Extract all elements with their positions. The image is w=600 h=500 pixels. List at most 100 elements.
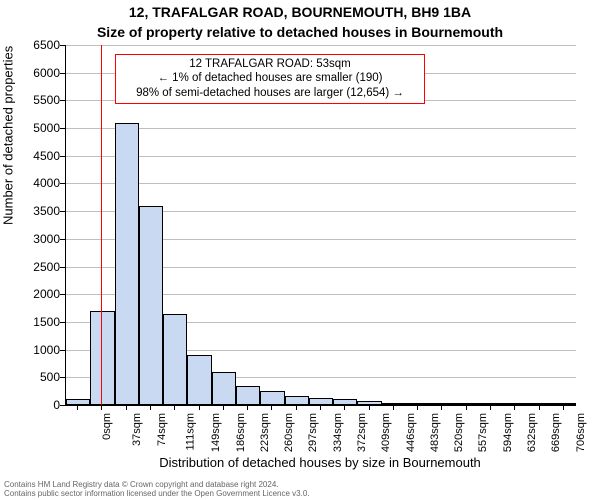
y-tick-mark [60,294,65,295]
x-tick-mark [441,405,442,410]
y-tick-mark [60,128,65,129]
histogram-bar [406,403,430,405]
x-tick-mark [223,405,224,410]
x-tick-mark [199,405,200,410]
info-box: 12 TRAFALGAR ROAD: 53sqm ← 1% of detache… [115,54,425,104]
histogram-bar [552,403,576,405]
y-tick-mark [60,377,65,378]
x-tick-label: 334sqm [332,413,344,452]
x-tick-label: 223sqm [259,413,271,452]
footer-line-2: Contains public sector information licen… [4,489,310,498]
x-tick-label: 0sqm [101,413,113,440]
y-tick-label: 2500 [10,260,60,274]
x-tick-label: 594sqm [502,413,514,452]
x-tick-mark [320,405,321,410]
histogram-bar [139,206,163,405]
x-tick-mark [271,405,272,410]
y-tick-mark [60,405,65,406]
info-box-line-2: ← 1% of detached houses are smaller (190… [120,71,420,85]
x-tick-mark [247,405,248,410]
x-tick-mark [174,405,175,410]
x-tick-label: 297sqm [308,413,320,452]
y-tick-label: 4500 [10,149,60,163]
x-tick-label: 149sqm [210,413,222,452]
info-box-line-3: 98% of semi-detached houses are larger (… [120,86,420,100]
histogram-bar [236,386,260,405]
x-tick-label: 409sqm [380,413,392,452]
x-tick-label: 557sqm [478,413,490,452]
y-tick-label: 6000 [10,66,60,80]
histogram-bar [163,314,187,405]
info-box-line-1: 12 TRAFALGAR ROAD: 53sqm [120,57,420,71]
y-tick-mark [60,45,65,46]
histogram-bar [285,396,309,405]
y-tick-label: 0 [10,398,60,412]
footer-line-1: Contains HM Land Registry data © Crown c… [4,480,310,489]
histogram-bar [66,399,90,405]
x-tick-label: 632sqm [526,413,538,452]
y-tick-label: 3000 [10,232,60,246]
x-tick-label: 260sqm [283,413,295,452]
histogram-bar [503,403,527,405]
x-tick-mark [393,405,394,410]
histogram-bar [357,401,381,405]
y-tick-mark [60,239,65,240]
x-tick-mark [563,405,564,410]
histogram-bar [333,399,357,405]
x-tick-mark [514,405,515,410]
x-tick-label: 74sqm [156,413,168,446]
y-tick-mark [60,100,65,101]
x-tick-mark [369,405,370,410]
histogram-bar [212,372,236,405]
y-tick-label: 2000 [10,287,60,301]
x-tick-mark [126,405,127,410]
x-tick-label: 372sqm [356,413,368,452]
x-tick-mark [417,405,418,410]
y-tick-mark [60,267,65,268]
y-tick-mark [60,73,65,74]
y-tick-label: 5500 [10,93,60,107]
histogram-bar [430,403,454,405]
y-tick-label: 5000 [10,121,60,135]
footer: Contains HM Land Registry data © Crown c… [4,480,310,498]
histogram-bar [455,403,479,405]
chart-title: 12, TRAFALGAR ROAD, BOURNEMOUTH, BH9 1BA [0,4,600,20]
x-tick-mark [490,405,491,410]
y-tick-mark [60,322,65,323]
x-tick-mark [296,405,297,410]
x-tick-mark [77,405,78,410]
x-axis-label: Distribution of detached houses by size … [65,455,575,470]
y-tick-mark [60,211,65,212]
y-tick-label: 3500 [10,204,60,218]
x-tick-mark [150,405,151,410]
histogram-bar [382,403,406,405]
reference-line [101,45,102,405]
chart-container: { "title": { "main": "12, TRAFALGAR ROAD… [0,0,600,500]
y-tick-label: 1000 [10,343,60,357]
y-tick-label: 1500 [10,315,60,329]
y-tick-label: 4000 [10,176,60,190]
y-tick-mark [60,350,65,351]
x-tick-label: 186sqm [235,413,247,452]
x-tick-label: 483sqm [429,413,441,452]
x-tick-label: 520sqm [453,413,465,452]
x-tick-label: 446sqm [405,413,417,452]
histogram-bar [90,311,114,405]
y-tick-mark [60,183,65,184]
histogram-bar [115,123,139,405]
histogram-bar [309,398,333,405]
x-tick-label: 706sqm [575,413,587,452]
x-tick-mark [466,405,467,410]
x-tick-label: 37sqm [131,413,143,446]
y-tick-mark [60,156,65,157]
chart-subtitle: Size of property relative to detached ho… [0,24,600,40]
histogram-bar [187,355,211,405]
y-tick-label: 6500 [10,38,60,52]
histogram-bar [260,391,284,405]
x-tick-mark [101,405,102,410]
y-tick-label: 500 [10,370,60,384]
x-tick-mark [344,405,345,410]
histogram-bar [527,403,551,405]
x-tick-label: 111sqm [185,413,197,451]
x-tick-mark [539,405,540,410]
